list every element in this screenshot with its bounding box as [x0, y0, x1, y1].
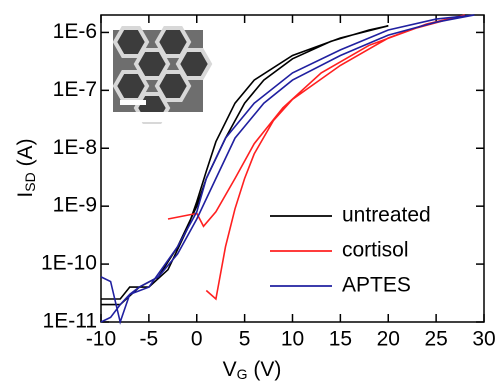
- y-tick-label: 1E-7: [53, 78, 97, 101]
- inset-image: [113, 28, 210, 122]
- legend-label: untreated: [342, 204, 431, 227]
- y-tick-label: 1E-10: [41, 252, 97, 275]
- x-tick-label: 20: [377, 328, 400, 351]
- y-tick-label: 1E-9: [53, 194, 97, 217]
- x-tick-label: 5: [239, 328, 251, 351]
- chart: VG (V) ISD (A) -10-50510152025301E-111E-…: [0, 0, 498, 383]
- legend-label: cortisol: [342, 239, 409, 262]
- y-tick-label: 1E-6: [53, 20, 97, 43]
- x-tick-label: 15: [329, 328, 352, 351]
- legend-label: APTES: [342, 274, 411, 297]
- y-tick-label: 1E-8: [53, 136, 97, 159]
- y-axis-label: ISD (A): [14, 138, 38, 197]
- x-tick-label: -5: [140, 328, 159, 351]
- x-tick-label: 25: [424, 328, 447, 351]
- x-tick-label: 10: [281, 328, 304, 351]
- x-tick-label: 0: [191, 328, 203, 351]
- series-line: [168, 15, 465, 299]
- x-axis-label: VG (V): [223, 358, 282, 382]
- y-tick-label: 1E-11: [43, 310, 97, 333]
- x-tick-label: 30: [472, 328, 495, 351]
